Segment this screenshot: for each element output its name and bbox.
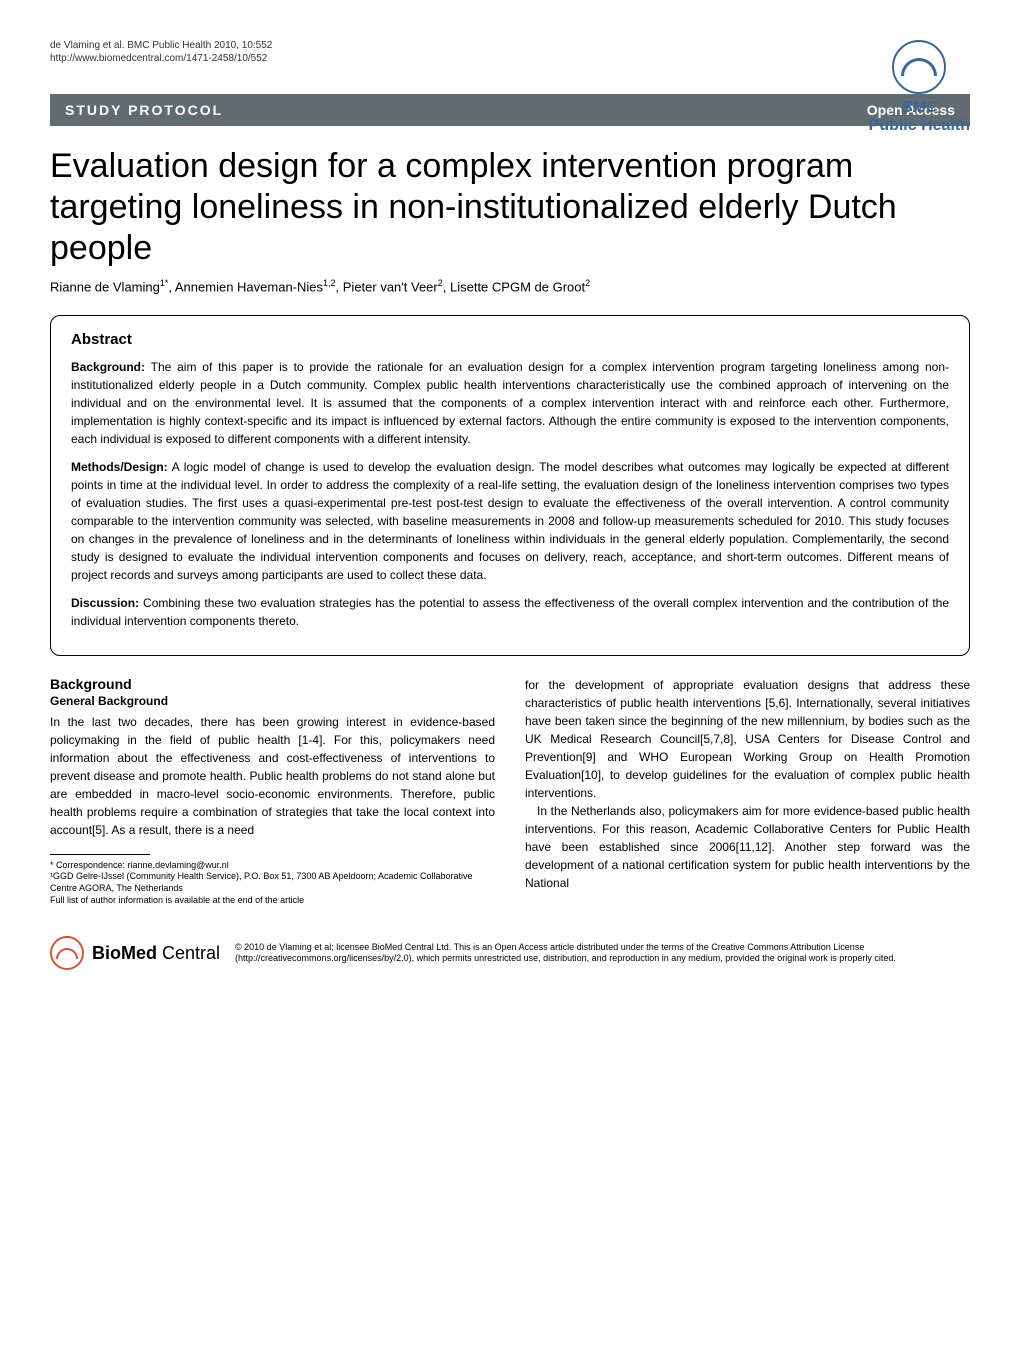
footnote-separator — [50, 854, 150, 855]
abstract-discussion-text: Combining these two evaluation strategie… — [71, 596, 949, 628]
article-type-banner: STUDY PROTOCOL Open Access — [50, 94, 970, 126]
biomed-text: BioMed Central — [92, 943, 220, 964]
biomed-circle-icon — [50, 936, 84, 970]
copyright-text: © 2010 de Vlaming et al; licensee BioMed… — [235, 942, 970, 965]
article-type: STUDY PROTOCOL — [65, 102, 223, 118]
abstract-discussion: Discussion: Combining these two evaluati… — [71, 594, 949, 630]
logo-arc-icon — [901, 58, 937, 76]
general-background-heading: General Background — [50, 694, 495, 708]
body-col2-p1: for the development of appropriate evalu… — [525, 676, 970, 802]
page-footer: BioMed Central © 2010 de Vlaming et al; … — [50, 936, 970, 970]
abstract-methods-label: Methods/Design: — [71, 460, 168, 474]
author-list: Rianne de Vlaming1*, Annemien Haveman-Ni… — [50, 278, 970, 294]
full-list-footnote: Full list of author information is avail… — [50, 895, 495, 907]
body-col1-text: In the last two decades, there has been … — [50, 713, 495, 839]
affiliation-footnote: ¹GGD Gelre-IJssel (Community Health Serv… — [50, 871, 495, 894]
abstract-methods-text: A logic model of change is used to devel… — [71, 460, 949, 582]
header-url: http://www.biomedcentral.com/1471-2458/1… — [50, 53, 970, 64]
article-title: Evaluation design for a complex interven… — [50, 146, 970, 268]
logo-circle-icon — [892, 40, 946, 94]
abstract-background-label: Background: — [71, 360, 145, 374]
biomed-logo: BioMed Central — [50, 936, 220, 970]
abstract-methods: Methods/Design: A logic model of change … — [71, 458, 949, 584]
abstract-background-text: The aim of this paper is to provide the … — [71, 360, 949, 446]
journal-logo: BMC Public Health — [869, 40, 970, 135]
abstract-discussion-label: Discussion: — [71, 596, 139, 610]
abstract-background: Background: The aim of this paper is to … — [71, 358, 949, 448]
correspondence-footnote: * Correspondence: rianne.devlaming@wur.n… — [50, 860, 495, 872]
journal-name: BMC Public Health — [869, 99, 970, 135]
body-columns: Background General Background In the las… — [50, 676, 970, 907]
right-column: for the development of appropriate evalu… — [525, 676, 970, 907]
abstract-heading: Abstract — [71, 331, 949, 348]
abstract-container: Abstract Background: The aim of this pap… — [50, 315, 970, 656]
background-heading: Background — [50, 676, 495, 692]
left-column: Background General Background In the las… — [50, 676, 495, 907]
body-col2-p2: In the Netherlands also, policymakers ai… — [525, 802, 970, 892]
biomed-arc-icon — [56, 948, 78, 959]
header-citation: de Vlaming et al. BMC Public Health 2010… — [50, 40, 970, 51]
